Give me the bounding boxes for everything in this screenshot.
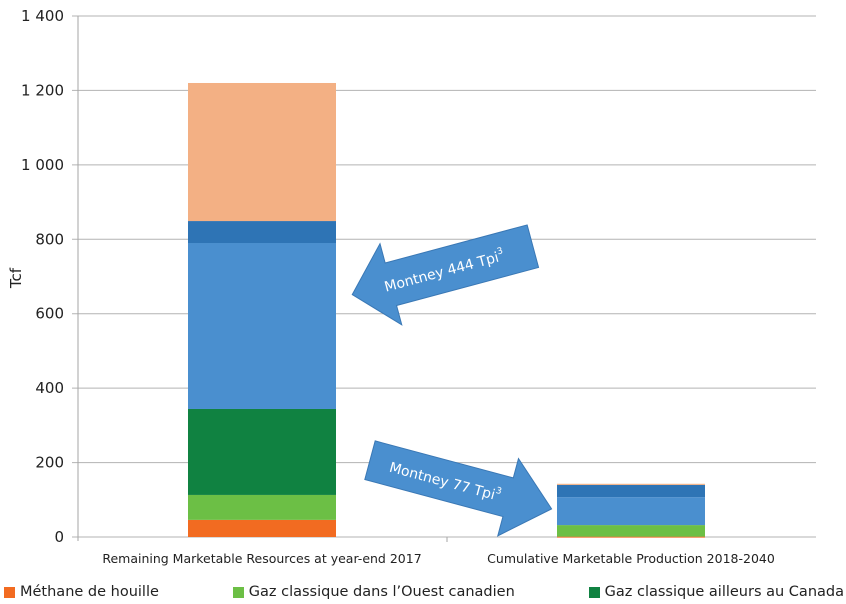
- arrow-left-icon: [351, 224, 540, 326]
- bar-segment: [188, 243, 336, 409]
- category-label-cumulative: Cumulative Marketable Production 2018-20…: [487, 551, 775, 566]
- y-tick-label: 1 000: [21, 156, 64, 174]
- bar-segment: [188, 519, 336, 537]
- bar-stack: [188, 82, 336, 537]
- legend-swatch-icon: [588, 586, 600, 598]
- bar-segment: [188, 82, 336, 222]
- bar-segment: [188, 408, 336, 495]
- legend-label: Gaz classique ailleurs au Canada: [604, 584, 844, 600]
- bars: [188, 82, 705, 538]
- arrow2-sup: 3: [495, 486, 503, 497]
- y-tick-label: 800: [35, 230, 64, 248]
- legend-label: Méthane de houille: [20, 584, 159, 600]
- bar-stack: [557, 483, 705, 538]
- bar-segment: [557, 536, 705, 538]
- legend-swatch-icon: [4, 586, 15, 598]
- arrow1-sup: 3: [496, 246, 504, 257]
- y-tick-label: 0: [54, 528, 64, 546]
- y-tick-label: 200: [35, 454, 64, 472]
- bar-segment: [557, 497, 705, 526]
- bar-segment: [557, 484, 705, 498]
- bar-segment: [188, 221, 336, 244]
- y-axis-ticks: 0 200 400 600 800 1 000 1 200 1 400: [21, 7, 64, 546]
- y-tick-label: 600: [35, 305, 64, 323]
- bar-segment: [188, 494, 336, 520]
- legend-swatch-icon: [232, 586, 244, 598]
- x-axis-category-labels: Remaining Marketable Resources at year-e…: [102, 551, 775, 566]
- legend-item-conventional-west: Gaz classique dans l’Ouest canadien: [232, 582, 515, 602]
- legend-item-coalbed-methane: Méthane de houille: [4, 582, 159, 602]
- y-axis-title: Tcf: [7, 267, 25, 289]
- montney-77-arrow: Montney 77 Tpi3: [364, 440, 553, 537]
- y-tick-label: 1 200: [21, 81, 64, 99]
- arrow-right-icon: [364, 440, 553, 537]
- bar-segment: [557, 525, 705, 537]
- category-label-remaining: Remaining Marketable Resources at year-e…: [102, 551, 421, 566]
- legend-item-conventional-elsewhere: Gaz classique ailleurs au Canada: [588, 582, 844, 602]
- y-tick-label: 1 400: [21, 7, 64, 25]
- montney-444-arrow: Montney 444 Tpi3: [351, 224, 540, 326]
- bar-segment: [557, 483, 705, 485]
- legend: Méthane de houille Gaz classique dans l’…: [4, 582, 844, 602]
- y-tick-label: 400: [35, 379, 64, 397]
- legend-label: Gaz classique dans l’Ouest canadien: [248, 584, 515, 600]
